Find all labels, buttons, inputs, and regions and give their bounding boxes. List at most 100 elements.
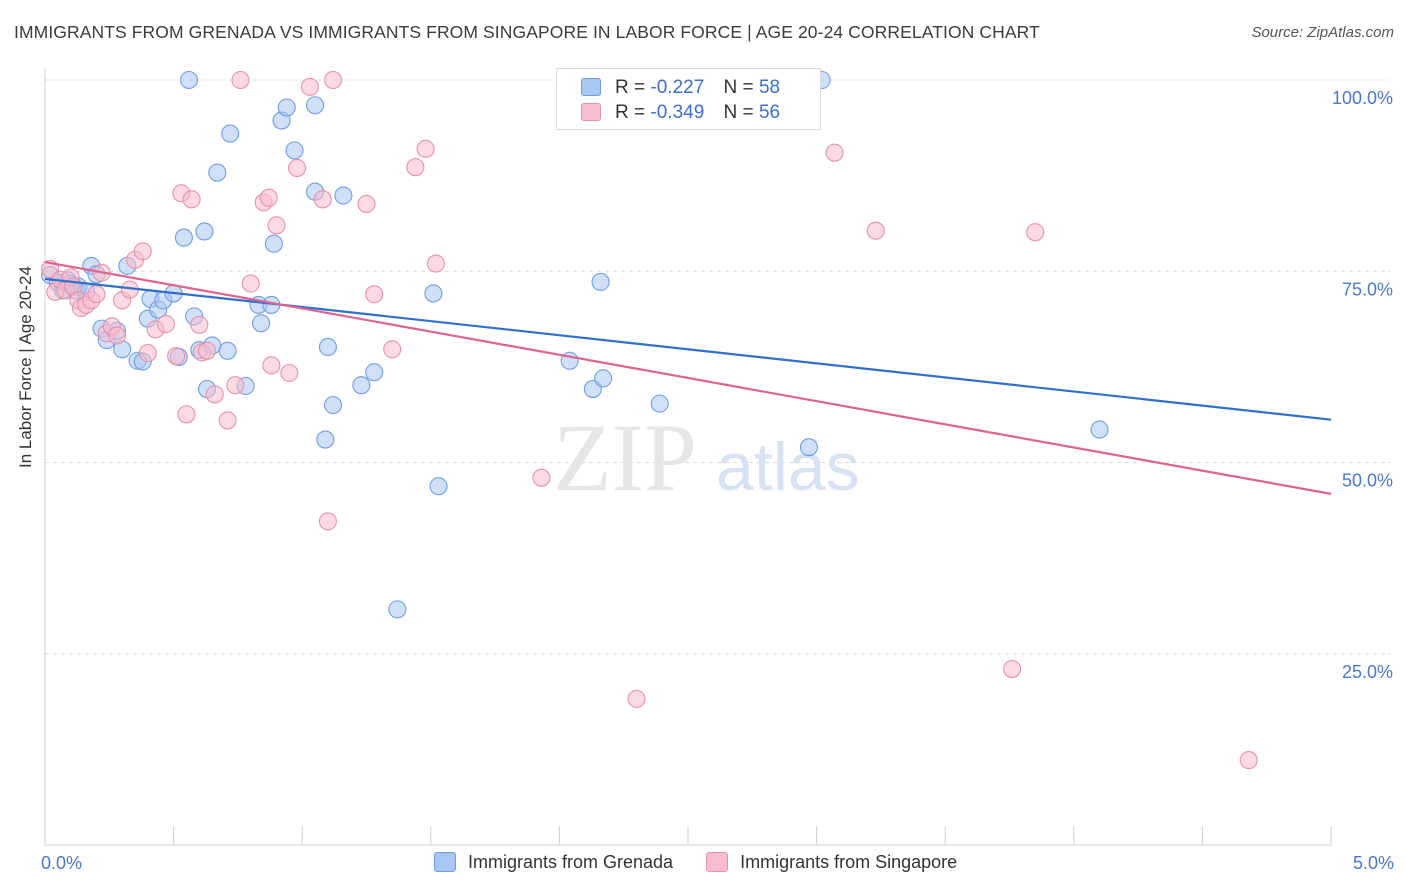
singapore-point-47 [406, 158, 425, 177]
legend-swatch-singapore [706, 852, 729, 872]
grenada-point-48 [365, 363, 384, 382]
singapore-point-22 [167, 347, 186, 366]
r-label: R = [615, 102, 646, 123]
correlation-legend: R = -0.227 N = 58 R = -0.349 N = 56 [556, 68, 821, 130]
singapore-point-36 [262, 356, 281, 375]
singapore-point-35 [259, 188, 278, 207]
singapore-point-18 [133, 242, 152, 261]
grenada-trend-line [44, 277, 1332, 421]
grenada-point-50 [424, 284, 443, 303]
legend-item-singapore[interactable]: Immigrants from Singapore [706, 852, 957, 873]
grenada-point-57 [799, 438, 818, 457]
grenada-point-30 [208, 163, 227, 182]
x-tick-label-0: 0.0% [41, 853, 82, 873]
grenada-point-56 [650, 394, 669, 413]
r-label: R = [615, 77, 646, 98]
singapore-point-30 [218, 411, 237, 430]
singapore-point-33 [241, 274, 260, 293]
singapore-trend-line [44, 260, 1332, 495]
y-tick-label-0: 25.0% [1342, 662, 1393, 682]
singapore-point-55 [1026, 223, 1045, 242]
singapore-point-37 [267, 216, 286, 235]
watermark: ZIP atlas [553, 404, 860, 511]
singapore-point-21 [156, 314, 175, 334]
y-tick-label-2: 75.0% [1342, 279, 1393, 299]
legend-item-grenada[interactable]: Immigrants from Grenada [434, 852, 673, 873]
grenada-point-23 [174, 228, 193, 247]
gridlines [45, 79, 1391, 655]
grenada-point-31 [218, 341, 237, 360]
singapore-point-42 [318, 512, 337, 531]
singapore-point-32 [231, 70, 250, 90]
grenada-point-24 [179, 70, 199, 90]
singapore-point-29 [205, 385, 224, 404]
singapore-point-51 [627, 689, 646, 708]
singapore-point-40 [300, 77, 319, 96]
grenada-point-51 [429, 477, 448, 496]
legend-swatch-grenada [581, 78, 601, 96]
singapore-point-46 [383, 340, 402, 359]
n-value: 58 [758, 77, 781, 98]
x-tick-label-1: 5.0% [1353, 853, 1394, 873]
singapore-point-10 [87, 285, 106, 304]
singapore-point-56 [1239, 751, 1258, 770]
grenada-point-27 [195, 222, 214, 241]
singapore-point-25 [182, 190, 201, 209]
grenada-point-54 [591, 272, 610, 292]
singapore-point-24 [177, 405, 196, 424]
watermark-atlas: atlas [716, 429, 860, 505]
singapore-point-50 [532, 468, 551, 487]
grenada-point-39 [277, 98, 296, 117]
series-legend: Immigrants from Grenada Immigrants from … [434, 852, 985, 873]
singapore-point-38 [280, 363, 299, 383]
y-tick-label-1: 50.0% [1342, 471, 1393, 491]
singapore-point-44 [357, 194, 376, 213]
singapore-point-53 [866, 221, 885, 240]
grenada-point-44 [318, 337, 337, 357]
grenada-point-37 [264, 234, 283, 253]
singapore-point-39 [288, 158, 307, 178]
n-label: N = [723, 102, 754, 123]
grenada-point-49 [388, 600, 407, 619]
legend-swatch-singapore [581, 103, 601, 121]
grenada-point-59 [1090, 420, 1109, 439]
singapore-point-49 [426, 254, 445, 273]
legend-row-singapore: R = -0.349 N = 56 [581, 102, 780, 126]
legend-label-singapore: Immigrants from Singapore [740, 852, 958, 872]
singapore-point-19 [138, 344, 157, 363]
chart-title: IMMIGRANTS FROM GRENADA VS IMMIGRANTS FR… [14, 22, 1040, 42]
n-label: N = [723, 77, 754, 98]
axes [44, 68, 1332, 846]
grenada-point-47 [352, 376, 371, 395]
grenada-point-55 [594, 369, 613, 388]
singapore-point-26 [190, 315, 209, 334]
grenada-point-32 [221, 124, 240, 143]
r-value: -0.227 [650, 77, 705, 98]
grenada-point-41 [306, 96, 325, 115]
grenada-point-43 [316, 430, 335, 449]
singapore-point-45 [365, 285, 384, 304]
singapore-point-14 [107, 326, 127, 345]
r-value: -0.349 [650, 102, 705, 123]
grenada-point-35 [251, 314, 271, 333]
singapore-point-54 [1003, 659, 1022, 679]
singapore-point-43 [324, 70, 343, 90]
tick-labels: 25.0% 50.0% 75.0% 100.0% 0.0% 5.0% [41, 88, 1394, 873]
singapore-point-28 [197, 341, 217, 360]
grenada-point-45 [324, 396, 343, 415]
singapore-point-48 [416, 139, 435, 158]
watermark-zip: ZIP [553, 404, 697, 511]
y-tick-label-3: 100.0% [1332, 88, 1393, 108]
grenada-point-46 [334, 186, 353, 205]
source-label: Source: ZipAtlas.com [1251, 24, 1394, 41]
trend-lines [44, 260, 1332, 495]
grenada-point-40 [285, 141, 304, 160]
singapore-point-41 [313, 190, 332, 209]
legend-label-grenada: Immigrants from Grenada [468, 852, 674, 872]
singapore-point-52 [825, 143, 844, 162]
n-value: 56 [758, 102, 781, 123]
singapore-point-31 [226, 376, 245, 395]
legend-row-grenada: R = -0.227 N = 58 [581, 77, 780, 101]
legend-swatch-grenada [434, 852, 456, 872]
